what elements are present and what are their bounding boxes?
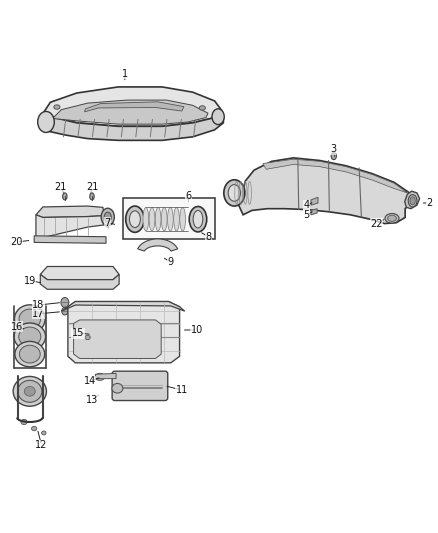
- Ellipse shape: [180, 207, 186, 231]
- Polygon shape: [95, 374, 116, 378]
- Text: 21: 21: [54, 182, 67, 192]
- Ellipse shape: [85, 335, 90, 340]
- Ellipse shape: [410, 197, 415, 205]
- Text: 3: 3: [330, 144, 336, 154]
- Ellipse shape: [189, 206, 207, 232]
- Ellipse shape: [112, 383, 123, 393]
- Polygon shape: [40, 274, 119, 289]
- Ellipse shape: [63, 193, 67, 200]
- Polygon shape: [311, 209, 317, 215]
- Ellipse shape: [408, 195, 417, 207]
- Ellipse shape: [38, 111, 54, 133]
- Ellipse shape: [19, 327, 41, 346]
- Ellipse shape: [388, 215, 396, 221]
- Text: 15: 15: [72, 328, 84, 338]
- Ellipse shape: [61, 297, 69, 308]
- Polygon shape: [34, 236, 106, 243]
- Ellipse shape: [155, 207, 161, 231]
- Ellipse shape: [14, 305, 45, 333]
- Text: 21: 21: [87, 182, 99, 192]
- Polygon shape: [61, 302, 185, 311]
- Ellipse shape: [331, 152, 336, 159]
- Polygon shape: [405, 191, 420, 209]
- Text: 6: 6: [185, 191, 191, 201]
- Text: 5: 5: [304, 210, 310, 220]
- Polygon shape: [36, 206, 104, 217]
- Polygon shape: [239, 158, 412, 223]
- Text: 11: 11: [176, 385, 188, 395]
- Ellipse shape: [90, 193, 94, 200]
- Ellipse shape: [62, 308, 68, 315]
- Ellipse shape: [212, 109, 224, 125]
- Ellipse shape: [130, 211, 140, 228]
- Ellipse shape: [101, 208, 114, 226]
- Text: 22: 22: [371, 219, 383, 229]
- Ellipse shape: [385, 214, 399, 223]
- Text: 1: 1: [122, 69, 128, 79]
- Polygon shape: [103, 216, 109, 228]
- Polygon shape: [68, 302, 180, 363]
- Ellipse shape: [95, 374, 105, 381]
- Polygon shape: [42, 87, 221, 126]
- Ellipse shape: [143, 207, 149, 231]
- Text: 20: 20: [11, 237, 23, 247]
- Text: 10: 10: [191, 325, 203, 335]
- Polygon shape: [138, 239, 178, 251]
- Ellipse shape: [193, 211, 203, 228]
- Ellipse shape: [19, 345, 40, 363]
- Ellipse shape: [199, 106, 205, 110]
- Ellipse shape: [126, 206, 144, 232]
- Ellipse shape: [21, 419, 27, 425]
- FancyBboxPatch shape: [123, 198, 215, 239]
- Ellipse shape: [25, 386, 35, 396]
- Polygon shape: [42, 110, 223, 140]
- Ellipse shape: [149, 207, 155, 231]
- FancyBboxPatch shape: [112, 371, 168, 400]
- Ellipse shape: [18, 381, 42, 402]
- Text: 19: 19: [24, 276, 36, 286]
- Polygon shape: [53, 100, 208, 124]
- Ellipse shape: [228, 184, 240, 201]
- Text: 4: 4: [304, 200, 310, 210]
- Ellipse shape: [13, 376, 46, 406]
- Text: 13: 13: [86, 394, 98, 405]
- Polygon shape: [74, 320, 161, 359]
- Text: 17: 17: [32, 309, 45, 319]
- Polygon shape: [36, 215, 104, 238]
- Text: 18: 18: [32, 300, 45, 310]
- Text: 14: 14: [84, 376, 96, 386]
- Ellipse shape: [161, 207, 167, 231]
- Ellipse shape: [14, 323, 46, 350]
- Ellipse shape: [54, 105, 60, 109]
- Text: 7: 7: [104, 217, 110, 228]
- Polygon shape: [85, 102, 184, 112]
- Ellipse shape: [15, 342, 45, 367]
- Text: 8: 8: [205, 232, 212, 242]
- Ellipse shape: [32, 426, 37, 431]
- Ellipse shape: [19, 309, 40, 329]
- Ellipse shape: [224, 180, 245, 206]
- Polygon shape: [263, 159, 407, 193]
- Text: 16: 16: [11, 321, 23, 332]
- Ellipse shape: [173, 207, 180, 231]
- Text: 12: 12: [35, 440, 48, 450]
- Ellipse shape: [104, 212, 111, 222]
- Ellipse shape: [167, 207, 173, 231]
- Text: 9: 9: [168, 257, 174, 267]
- Ellipse shape: [42, 431, 46, 435]
- Polygon shape: [311, 197, 318, 205]
- Polygon shape: [40, 266, 119, 280]
- Text: 2: 2: [426, 198, 432, 208]
